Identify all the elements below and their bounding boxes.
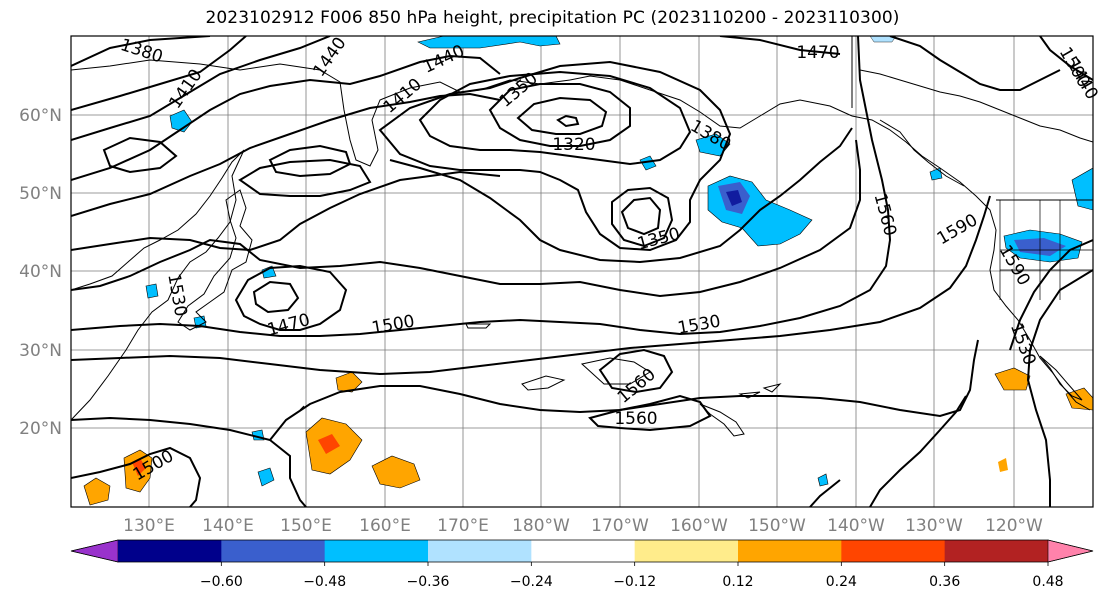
colorbar-tick-label: −0.12 — [613, 574, 656, 590]
colorbar-extend-high — [1047, 539, 1094, 563]
lat-label: 20°N — [19, 419, 62, 439]
lon-label: 170°W — [591, 516, 649, 536]
colorbar-segment — [118, 540, 222, 562]
colorbar — [70, 539, 1094, 563]
political-borders — [999, 200, 1093, 300]
latitude-labels: 60°N 50°N 40°N 30°N 20°N — [19, 106, 62, 439]
lon-label: 160°E — [359, 516, 411, 536]
colorbar-segment — [738, 540, 842, 562]
colorbar-tick-label: 0.48 — [1032, 574, 1063, 590]
colorbar-tick-label: 0.24 — [826, 574, 857, 590]
colorbar-segment — [428, 540, 532, 562]
contour-label: 1320 — [552, 135, 595, 155]
lon-label: 150°E — [280, 516, 332, 536]
colorbar-segment — [221, 540, 326, 562]
colorbar-segment — [324, 540, 429, 562]
colorbar-tick-label: −0.60 — [200, 574, 243, 590]
colorbar-tick-labels: −0.60 −0.48 −0.36 −0.24 −0.12 0.12 0.24 0.36 0.4… — [200, 562, 1064, 590]
colorbar-segment — [944, 540, 1049, 562]
colorbar-segment — [634, 540, 739, 562]
map-frame — [70, 35, 1094, 508]
contour-label: 1470 — [796, 43, 839, 63]
height-contours — [71, 36, 1093, 507]
lon-label: 130°E — [123, 516, 175, 536]
colorbar-tick-label: 0.12 — [722, 574, 753, 590]
lon-label: 170°E — [437, 516, 489, 536]
chart-title: 2023102912 F006 850 hPa height, precipit… — [205, 8, 900, 28]
colorbar-segment — [531, 540, 636, 562]
lon-label: 130°W — [905, 516, 963, 536]
colorbar-segment — [841, 540, 946, 562]
lon-label: 160°W — [670, 516, 728, 536]
colorbar-extend-low — [70, 539, 119, 563]
lat-label: 60°N — [19, 106, 62, 126]
colorbar-tick-label: −0.24 — [510, 574, 553, 590]
map-area — [71, 36, 1093, 507]
lon-label: 120°W — [985, 516, 1043, 536]
colorbar-tick-label: −0.48 — [303, 574, 346, 590]
lon-label: 140°E — [202, 516, 254, 536]
lat-label: 50°N — [19, 184, 62, 204]
lat-label: 40°N — [19, 262, 62, 282]
colorbar-tick-label: −0.36 — [407, 574, 450, 590]
colorbar-tick-label: 0.36 — [929, 574, 960, 590]
lon-label: 180°W — [512, 516, 570, 536]
contour-label: 1560 — [614, 409, 657, 429]
lon-label: 140°W — [827, 516, 885, 536]
lat-label: 30°N — [19, 341, 62, 361]
longitude-labels: 130°E 140°E 150°E 160°E 170°E 180°W 170°W 160°W… — [123, 516, 1043, 536]
colorbar-outline — [70, 539, 1094, 563]
lon-label: 150°W — [748, 516, 806, 536]
